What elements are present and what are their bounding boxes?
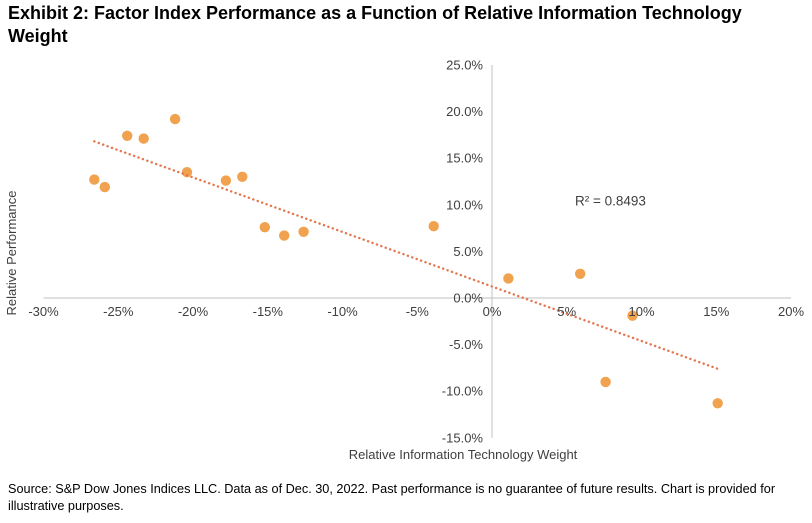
- data-point: [138, 133, 149, 144]
- y-tick-label: -5.0%: [449, 337, 483, 352]
- data-point: [122, 130, 133, 141]
- scatter-chart: 25.0% 20.0% 15.0% 10.0% 5.0% 0.0% -5.0% -10.0% -…: [0, 55, 812, 475]
- x-tick-label: -20%: [178, 304, 209, 319]
- data-point: [237, 171, 248, 182]
- x-tick-label: 5%: [557, 304, 576, 319]
- y-tick-label: -10.0%: [442, 384, 484, 399]
- source-note: Source: S&P Dow Jones Indices LLC. Data …: [8, 482, 776, 513]
- x-tick-label: 0%: [483, 304, 502, 319]
- data-point: [712, 398, 723, 409]
- r-squared-label: R² = 0.8493: [575, 194, 646, 209]
- data-point: [99, 181, 111, 193]
- y-tick-label: 20.0%: [446, 104, 483, 119]
- x-tick-label: 10%: [628, 304, 654, 319]
- data-point: [89, 174, 100, 185]
- y-tick-label: 25.0%: [446, 58, 483, 73]
- data-point: [600, 376, 611, 388]
- data-point: [503, 273, 514, 284]
- x-tick-label: -15%: [253, 304, 284, 319]
- x-tick-label: -5%: [406, 304, 430, 319]
- y-tick-label: 0.0%: [453, 291, 483, 306]
- data-point: [259, 222, 270, 233]
- x-tick-label: -25%: [103, 304, 134, 319]
- y-tick-label: 10.0%: [446, 197, 483, 212]
- x-tick-label: 20%: [778, 304, 804, 319]
- chart-canvas: 25.0% 20.0% 15.0% 10.0% 5.0% 0.0% -5.0% -10.0% -…: [4, 58, 804, 463]
- y-tick-label: -15.0%: [442, 430, 484, 445]
- y-tick-label: 15.0%: [446, 151, 483, 166]
- trendline: [93, 140, 719, 370]
- data-point: [575, 268, 586, 279]
- data-point: [220, 175, 232, 186]
- y-axis-title: Relative Performance: [4, 191, 19, 316]
- x-tick-label: -10%: [327, 304, 358, 319]
- data-point: [181, 167, 193, 178]
- data-point: [169, 113, 181, 125]
- data-point: [627, 310, 638, 321]
- y-tick-label: 5.0%: [453, 244, 483, 259]
- data-point: [279, 230, 290, 241]
- exhibit-title: Exhibit 2: Factor Index Performance as a…: [8, 3, 742, 46]
- data-point: [428, 221, 439, 232]
- x-tick-label: -30%: [28, 304, 59, 319]
- data-point: [298, 226, 309, 237]
- x-tick-label: 15%: [703, 304, 729, 319]
- x-axis-title: Relative Information Technology Weight: [349, 447, 578, 462]
